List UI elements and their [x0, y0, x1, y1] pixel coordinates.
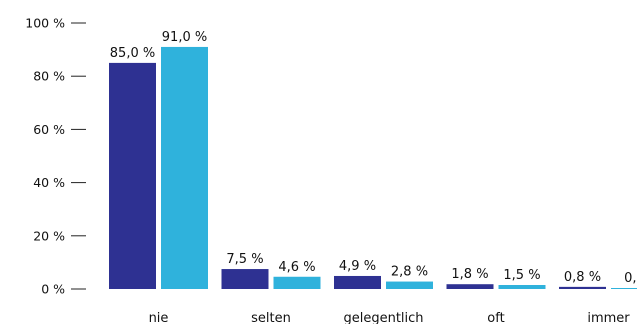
bar-immer-series-1: [559, 286, 606, 289]
y-tick-label: 100 %: [25, 16, 65, 31]
x-category-label: selten: [251, 311, 291, 324]
data-label: 7,5 %: [226, 252, 263, 267]
bar-nie-series-1: [109, 62, 156, 290]
y-tick-label: 60 %: [33, 122, 65, 137]
data-label: 4,9 %: [339, 259, 376, 274]
x-category-label: nie: [149, 311, 169, 324]
data-label: 91,0 %: [162, 30, 207, 45]
x-category-label: oft: [487, 311, 504, 324]
data-label: 4,6 %: [278, 260, 315, 275]
data-labels: 85,0 % 91,0 % 7,5 % 4,6 % 4,9 % 2,8 % 1,8 % 1,5…: [110, 30, 637, 286]
bars: [109, 46, 637, 290]
data-label: 0,8 %: [564, 270, 601, 285]
data-label: 1,8 %: [451, 267, 488, 282]
bar-selten-series-1: [221, 269, 269, 289]
bar-gelegentlich-series-2: [386, 281, 433, 289]
y-tick-label: 80 %: [33, 69, 65, 84]
bar-immer-series-2: [611, 288, 637, 289]
bar-oft-series-2: [498, 285, 546, 289]
y-axis: 0 % 20 % 40 % 60 % 80 % 100 %: [25, 16, 86, 297]
data-label: 1,5 %: [503, 268, 540, 283]
data-label: 0,1: [624, 271, 637, 286]
x-axis: nie selten gelegentlich oft immer: [149, 311, 631, 324]
bar-selten-series-2: [273, 276, 321, 289]
bar-gelegentlich-series-1: [334, 275, 381, 289]
y-tick-label: 20 %: [33, 228, 65, 243]
bar-oft-series-1: [446, 284, 494, 289]
data-label: 85,0 %: [110, 46, 155, 61]
data-label: 2,8 %: [391, 265, 428, 280]
y-tick-label: 0 %: [41, 282, 65, 297]
bar-nie-series-2: [161, 46, 208, 289]
x-category-label: gelegentlich: [343, 311, 423, 324]
x-category-label: immer: [587, 311, 630, 324]
y-tick-label: 40 %: [33, 175, 65, 190]
